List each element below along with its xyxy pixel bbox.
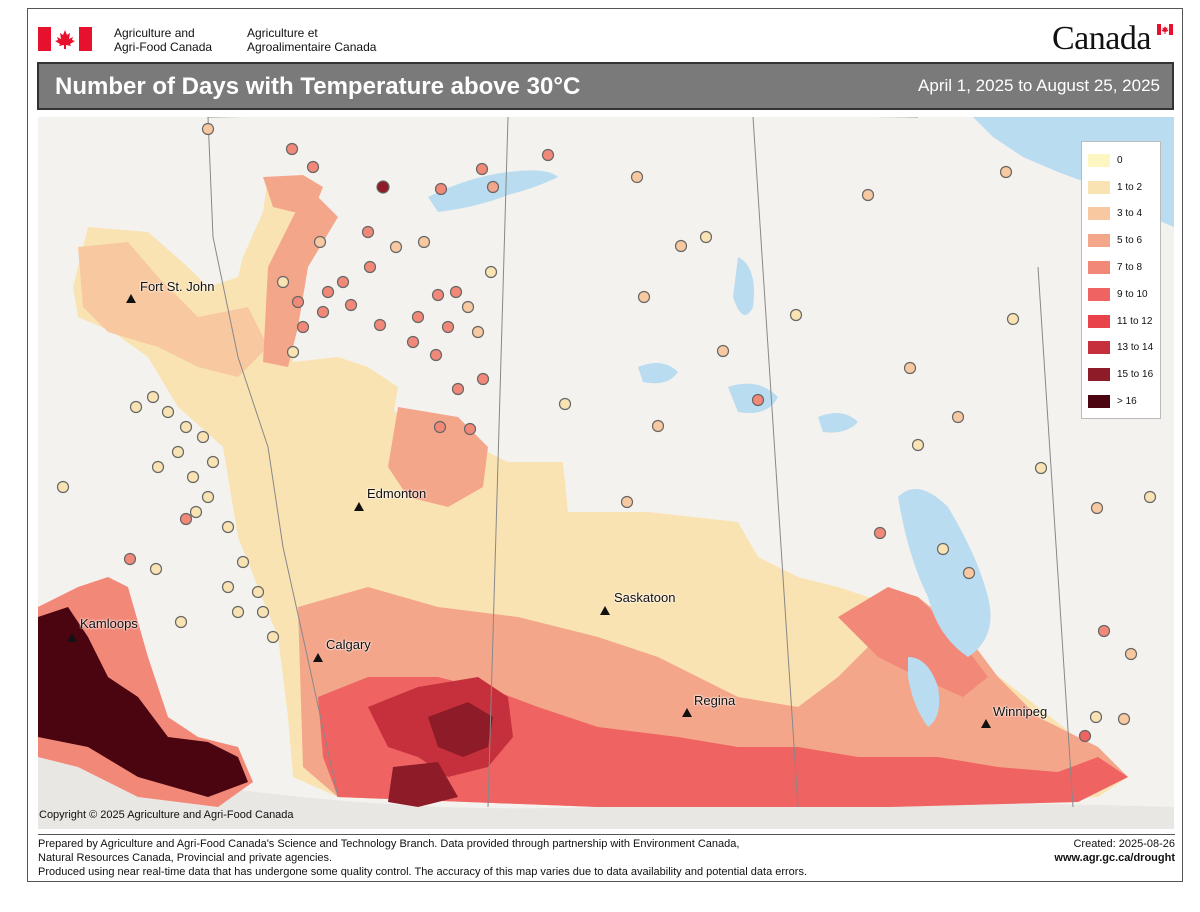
city-label-saskatoon: Saskatoon (614, 590, 676, 605)
legend-swatch (1088, 180, 1110, 194)
zone-3-4 (78, 242, 268, 377)
map-canvas: Fort St. John Edmonton Kamloops Calgary … (38, 117, 1174, 829)
agency-name-fr: Agriculture et Agroalimentaire Canada (247, 26, 377, 54)
city-label-winnipeg: Winnipeg (993, 704, 1048, 719)
legend-label: 0 (1117, 154, 1123, 166)
title-bar: Number of Days with Temperature above 30… (37, 62, 1174, 110)
created-date: Created: 2025-08-26 (1073, 838, 1175, 850)
legend-item: > 16 (1088, 388, 1154, 415)
city-marker-edmonton (354, 502, 364, 511)
footer-credit-line2: Natural Resources Canada, Provincial and… (38, 852, 333, 864)
station-dots (56, 122, 1157, 743)
legend-swatch (1088, 395, 1110, 409)
legend-item: 5 to 6 (1088, 227, 1154, 254)
legend-item: 7 to 8 (1088, 254, 1154, 281)
legend-swatch (1088, 207, 1110, 221)
city-marker-saskatoon (600, 606, 610, 615)
zone-gt16-south-ab (428, 702, 493, 757)
zone-gt16-southwest (388, 762, 458, 807)
footer-credit-line1: Prepared by Agriculture and Agri-Food Ca… (38, 838, 740, 850)
lake-cluster-2 (638, 363, 678, 384)
legend-item: 1 to 2 (1088, 174, 1154, 201)
city-label-regina: Regina (694, 693, 736, 708)
city-label-fort-st-john: Fort St. John (140, 279, 215, 294)
zone-5-6-north (263, 175, 323, 212)
lake-manitoba (908, 657, 940, 727)
drought-url-link[interactable]: www.agr.gc.ca/drought (1054, 852, 1175, 864)
legend-swatch (1088, 287, 1110, 301)
legend-item: 11 to 12 (1088, 308, 1154, 335)
legend-item: 15 to 16 (1088, 361, 1154, 388)
legend-item: 13 to 14 (1088, 335, 1154, 362)
city-marker-regina (682, 708, 692, 717)
zone-5-6-ab (388, 407, 488, 507)
city-marker-kamloops (67, 633, 77, 642)
city-marker-calgary (313, 653, 323, 662)
us-region (38, 757, 1174, 829)
footer: Prepared by Agriculture and Agri-Food Ca… (38, 834, 1175, 878)
city-marker-fort-st-john (126, 294, 136, 303)
legend-swatch (1088, 314, 1110, 328)
zone-7-10-south (318, 677, 1128, 807)
map-graphic (38, 117, 1174, 829)
legend-label: 13 to 14 (1117, 342, 1154, 354)
canada-wordmark: Canada (1052, 20, 1151, 57)
mb-on-border (1037, 266, 1074, 808)
legend-swatch (1088, 261, 1110, 275)
zone-7-8-mb (838, 587, 988, 697)
bc-interior-hot (38, 607, 248, 797)
city-marker-winnipeg (981, 719, 991, 728)
lake-cluster-3 (818, 413, 858, 433)
legend-label: 7 to 8 (1117, 262, 1143, 274)
reindeer-lake (733, 257, 754, 315)
legend-swatch (1088, 234, 1110, 248)
legend-swatch (1088, 153, 1110, 167)
copyright-text: Copyright © 2025 Agriculture and Agri-Fo… (39, 809, 294, 821)
legend-item: 9 to 10 (1088, 281, 1154, 308)
city-label-kamloops: Kamloops (80, 616, 138, 631)
date-range: April 1, 2025 to August 25, 2025 (918, 76, 1160, 95)
map-title: Number of Days with Temperature above 30… (55, 73, 581, 100)
legend-swatch (1088, 341, 1110, 355)
city-label-calgary: Calgary (326, 637, 371, 652)
legend-label: > 16 (1117, 396, 1137, 408)
legend-label: 1 to 2 (1117, 181, 1143, 193)
wordmark-flag-icon (1157, 24, 1173, 35)
sk-mb-border (752, 117, 799, 808)
legend-label: 15 to 16 (1117, 369, 1154, 381)
bc-ab-border (207, 117, 339, 798)
footer-disclaimer: Produced using near real-time data that … (38, 866, 808, 878)
agency-name-en: Agriculture and Agri-Food Canada (114, 26, 213, 54)
canada-flag-icon (38, 27, 92, 51)
legend-label: 11 to 12 (1117, 315, 1153, 327)
legend-item: 0 (1088, 147, 1154, 174)
legend-item: 3 to 4 (1088, 201, 1154, 228)
legend: 0 1 to 2 3 to 4 5 to 6 7 to 8 9 to 10 11… (1081, 141, 1161, 419)
legend-label: 5 to 6 (1117, 235, 1143, 247)
legend-swatch (1088, 368, 1110, 382)
lake-winnipeg (898, 489, 991, 657)
city-label-edmonton: Edmonton (367, 486, 427, 501)
legend-label: 3 to 4 (1117, 208, 1143, 220)
ab-sk-border (487, 117, 509, 808)
legend-label: 9 to 10 (1117, 288, 1148, 300)
